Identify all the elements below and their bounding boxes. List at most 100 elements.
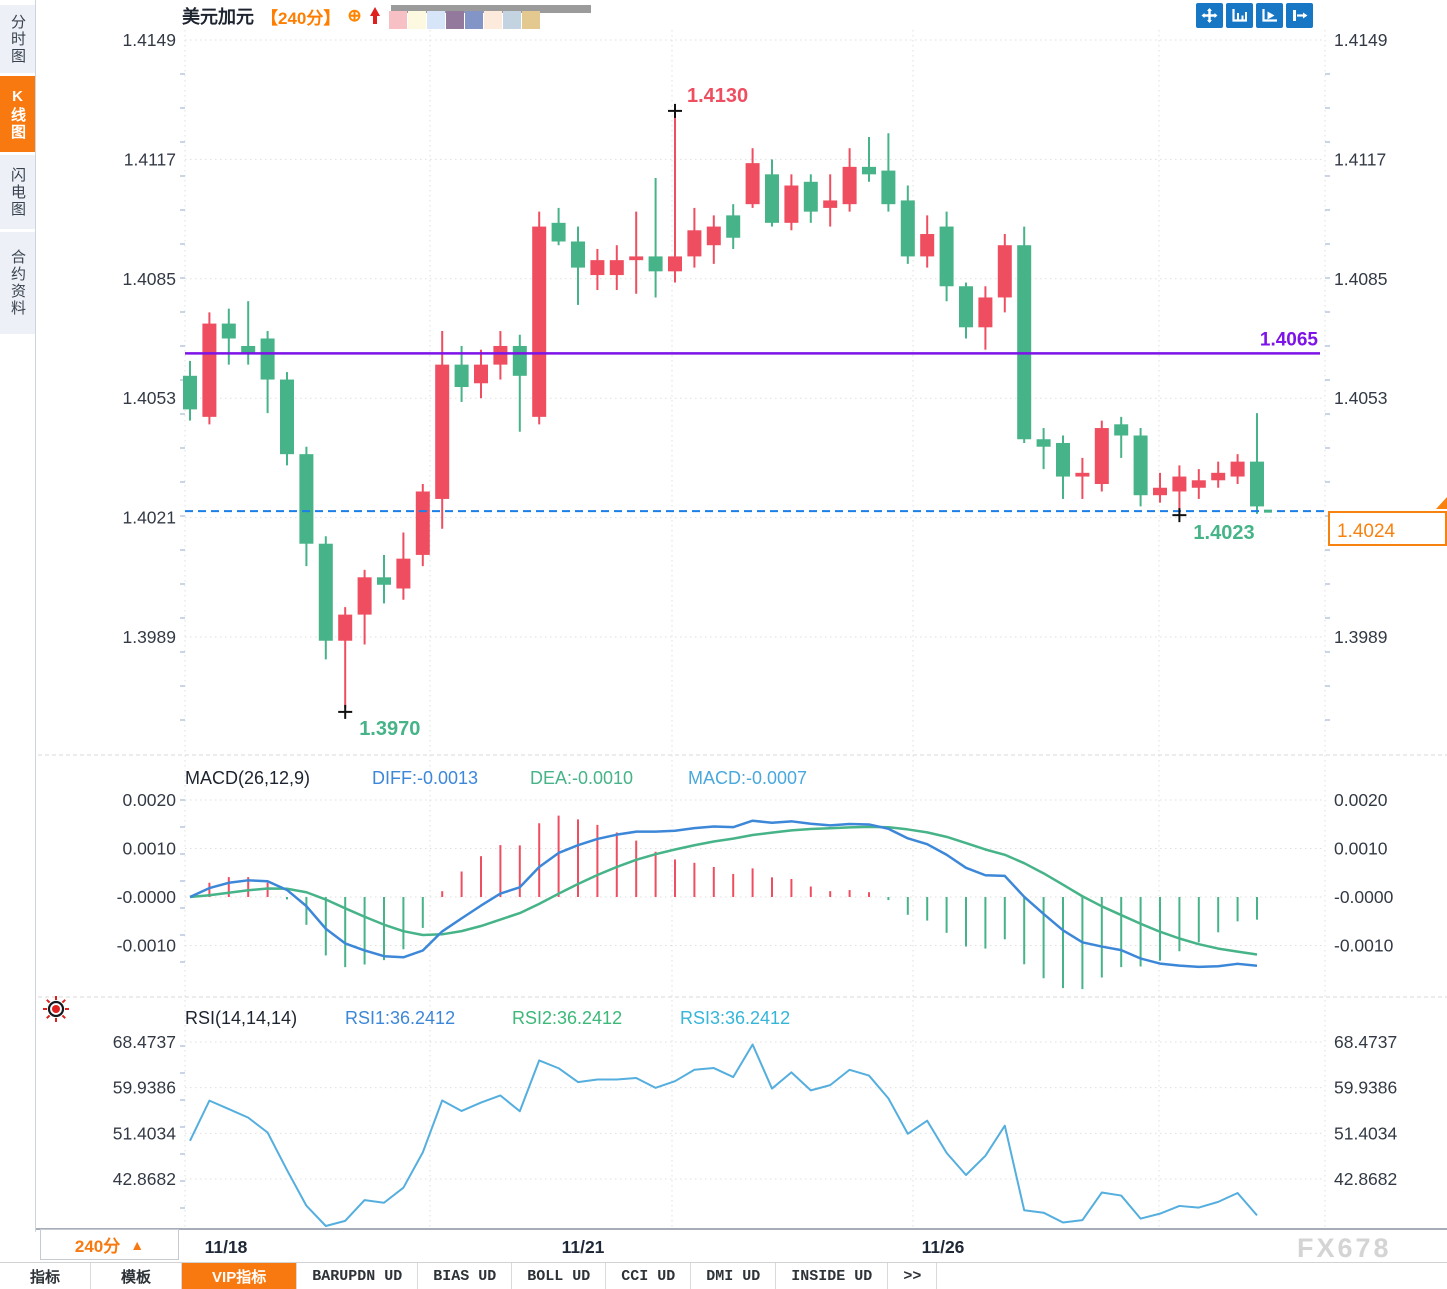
candle <box>1172 465 1187 511</box>
candle <box>648 178 663 298</box>
svg-text:59.9386: 59.9386 <box>1334 1078 1397 1098</box>
svg-text:68.4737: 68.4737 <box>1334 1032 1397 1052</box>
axis-labels: 1.4149 1.4149 1.4117 1.4117 1.4085 1.4085 1.40… <box>113 30 1398 1257</box>
indicator-tab-6[interactable]: CCI UD <box>606 1263 692 1289</box>
palette-bar <box>390 4 591 13</box>
candles-layer <box>183 110 1264 708</box>
candle <box>1075 457 1090 499</box>
period-selector-label: 240分 <box>74 1237 121 1256</box>
axis-playhead-button[interactable] <box>1256 3 1283 28</box>
chart-canvas[interactable]: 1.4149 1.4149 1.4117 1.4117 1.4085 1.4085 1.40… <box>0 0 1447 1262</box>
svg-text:42.8682: 42.8682 <box>113 1169 176 1189</box>
palette-swatch[interactable] <box>426 10 445 29</box>
svg-text:68.4737: 68.4737 <box>113 1032 176 1052</box>
axis-range-button[interactable] <box>1226 3 1253 28</box>
symbol-title: 美元加元 <box>182 7 254 27</box>
candle <box>687 207 702 268</box>
svg-text:RSI(14,14,14): RSI(14,14,14) <box>185 1008 297 1028</box>
svg-text:0.0020: 0.0020 <box>1334 790 1388 810</box>
candle <box>745 148 760 208</box>
sidebar-tab-timeshare[interactable]: 分时图 <box>0 5 35 73</box>
candle <box>765 159 779 227</box>
candle <box>862 137 876 182</box>
candle <box>668 110 682 283</box>
palette-swatches <box>388 10 540 29</box>
svg-text:DEA:-0.0010: DEA:-0.0010 <box>530 768 633 788</box>
indicator-tab-7[interactable]: DMI UD <box>691 1263 777 1289</box>
indicator-tab-bar: 指标 模板 VIP指标 BARUPDN UD BIAS UD BOLL UD CCI UD D… <box>0 1262 1447 1289</box>
svg-text:11/18: 11/18 <box>205 1237 248 1257</box>
svg-text:1.4149: 1.4149 <box>122 30 176 50</box>
macd-header: MACD(26,12,9) DIFF:-0.0013 DEA:-0.0010 MACD… <box>185 768 807 788</box>
rsi-layer <box>189 1043 1258 1227</box>
svg-text:59.9386: 59.9386 <box>113 1078 176 1098</box>
candle <box>512 334 527 432</box>
palette-swatch[interactable] <box>483 10 502 29</box>
indicator-tab-9[interactable]: >> <box>888 1263 938 1289</box>
candle <box>920 215 935 268</box>
palette-swatch[interactable] <box>502 10 521 29</box>
candle <box>280 372 294 466</box>
candle <box>318 536 333 660</box>
candle <box>260 331 275 414</box>
candle <box>959 282 973 339</box>
candle <box>396 532 411 600</box>
palette-swatch[interactable] <box>407 10 426 29</box>
indicator-tab-2[interactable]: VIP指标 <box>182 1263 298 1289</box>
indicator-tab-1[interactable]: 模板 <box>91 1263 183 1289</box>
svg-text:MACD:-0.0007: MACD:-0.0007 <box>688 768 807 788</box>
sidebar-tab-lightning[interactable]: 闪电图 <box>0 155 35 229</box>
candle <box>1056 435 1070 499</box>
indicator-tab-0[interactable]: 指标 <box>0 1263 92 1289</box>
candle <box>978 286 993 350</box>
palette-swatch[interactable] <box>388 10 407 29</box>
chart-titlebar: 美元加元 【240分】 ⊕ <box>182 1 595 31</box>
candle <box>803 174 818 223</box>
svg-text:0.0010: 0.0010 <box>1334 839 1388 859</box>
candle <box>183 360 197 421</box>
sidebar-tab-contract-info[interactable]: 合约资料 <box>0 232 35 334</box>
indicator-tab-4[interactable]: BIAS UD <box>418 1263 513 1289</box>
rsi-header: RSI(14,14,14) RSI1:36.2412 RSI2:36.2412 RSI… <box>185 1008 790 1028</box>
period-selector[interactable]: 240分 ▲ <box>40 1229 179 1260</box>
candle <box>997 234 1012 313</box>
candle <box>493 331 508 380</box>
indicator-tab-3[interactable]: BARUPDN UD <box>297 1263 419 1289</box>
svg-text:1.4130: 1.4130 <box>687 85 748 107</box>
candle <box>435 331 450 529</box>
macd-layer <box>189 815 1258 990</box>
svg-text:0.0020: 0.0020 <box>122 790 176 810</box>
indicator-tab-5[interactable]: BOLL UD <box>512 1263 607 1289</box>
pan-crosshair-button[interactable] <box>1196 3 1223 28</box>
sidebar-tab-kline[interactable]: K线图 <box>0 76 35 152</box>
svg-text:1.3970: 1.3970 <box>359 718 420 740</box>
candle <box>609 245 624 290</box>
indicator-tab-8[interactable]: INSIDE UD <box>776 1263 889 1289</box>
candle <box>299 446 314 567</box>
svg-text:1.4053: 1.4053 <box>122 388 176 408</box>
candle <box>1153 472 1167 503</box>
palette-swatch[interactable] <box>464 10 483 29</box>
annotations: 1.4130 1.3970 1.4023 1.4024 <box>338 85 1447 740</box>
candle <box>357 569 372 645</box>
svg-text:MACD(26,12,9): MACD(26,12,9) <box>185 768 310 788</box>
palette-swatch[interactable] <box>445 10 464 29</box>
svg-text:-0.0010: -0.0010 <box>1334 936 1394 956</box>
sun-marker-icon <box>42 995 70 1028</box>
compass-plus-icon[interactable]: ⊕ <box>347 6 362 25</box>
palette-swatch[interactable] <box>521 10 540 29</box>
candle <box>1211 461 1226 488</box>
candle <box>1114 416 1129 458</box>
candle <box>241 301 256 365</box>
export-chart-button[interactable] <box>1286 3 1313 28</box>
period-tag[interactable]: 【240分】 <box>261 8 341 28</box>
chart-toolbar <box>1196 3 1313 28</box>
candle <box>784 174 799 231</box>
svg-text:RSI2:36.2412: RSI2:36.2412 <box>512 1008 622 1028</box>
period-up-arrow-icon: ▲ <box>130 1236 145 1253</box>
svg-text:1.3989: 1.3989 <box>1334 627 1388 647</box>
candle <box>939 211 954 302</box>
svg-text:11/21: 11/21 <box>562 1237 605 1257</box>
candle <box>454 345 469 402</box>
svg-text:1.4024: 1.4024 <box>1337 521 1396 542</box>
